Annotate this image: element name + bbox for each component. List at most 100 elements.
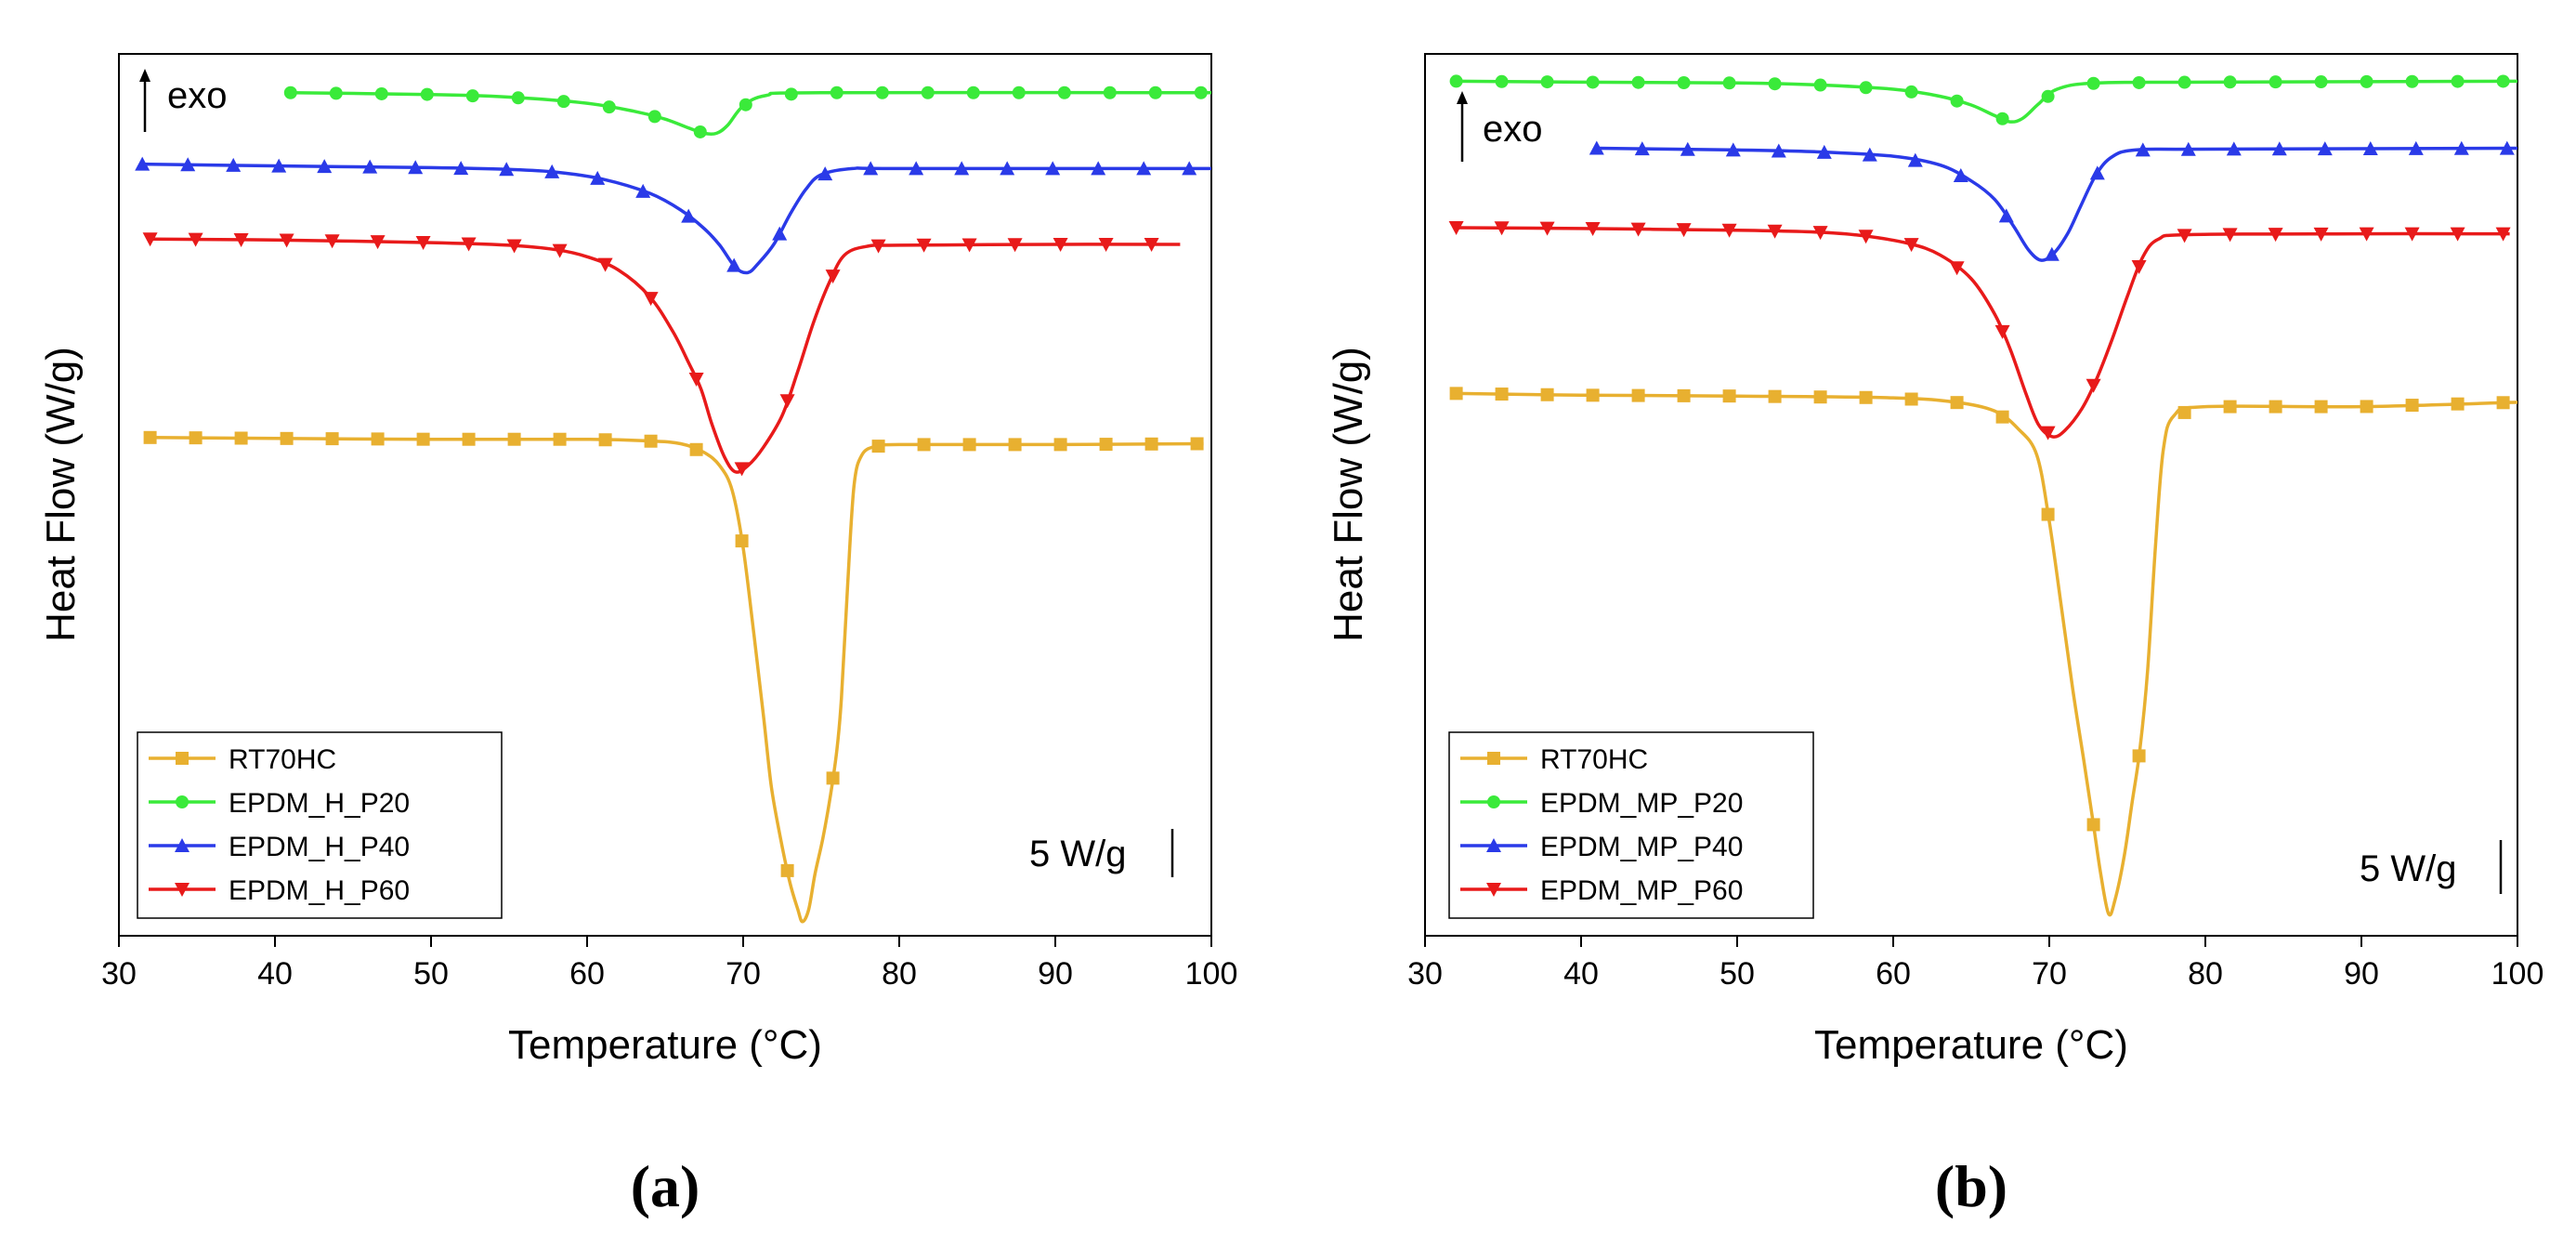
legend-label: RT70HC — [1540, 744, 1648, 775]
data-point — [1995, 410, 2009, 424]
x-tick-label: 50 — [413, 956, 449, 992]
y-axis-title: Heat Flow (W/g) — [1326, 347, 1371, 642]
data-point — [1680, 141, 1695, 156]
legend-label: EPDM_H_P20 — [229, 788, 410, 819]
data-point — [1812, 226, 1828, 241]
x-tick-label: 30 — [1407, 956, 1443, 992]
data-point — [329, 86, 343, 100]
scale-bar-label: 5 W/g — [2360, 848, 2456, 889]
data-point — [462, 432, 476, 446]
legend: RT70HC EPDM_MP_P20 EPDM_MP_P40 EPDM_MP_P60 — [1448, 731, 1814, 919]
data-point — [143, 430, 157, 444]
legend-box — [137, 731, 503, 919]
data-point — [2086, 378, 2101, 393]
data-point — [2496, 396, 2510, 410]
data-point — [556, 95, 570, 109]
data-point — [2040, 426, 2056, 440]
data-point — [2360, 74, 2373, 88]
legend-item: RT70HC — [149, 744, 336, 775]
data-point — [2132, 75, 2146, 89]
data-point — [1904, 392, 1918, 406]
data-point — [954, 161, 970, 176]
data-point — [598, 433, 612, 447]
exo-arrow-icon — [1457, 91, 1468, 104]
series-epdm-mp-p20 — [1449, 74, 2518, 125]
data-point — [362, 159, 378, 174]
data-point — [1677, 388, 1691, 402]
data-point — [371, 432, 385, 446]
data-point — [226, 157, 242, 172]
data-point — [2223, 400, 2237, 414]
data-point — [1631, 388, 1645, 402]
series-line — [142, 162, 1211, 275]
data-point — [416, 432, 430, 446]
series-epdm-h-p20 — [283, 85, 1212, 138]
data-point — [1008, 438, 1022, 452]
legend-item: EPDM_H_P60 — [149, 875, 410, 906]
legend-item: EPDM_MP_P20 — [1460, 788, 1743, 819]
data-point — [635, 183, 651, 198]
data-point — [1721, 223, 1737, 238]
legend-label: EPDM_MP_P40 — [1540, 832, 1743, 862]
data-point — [2132, 749, 2146, 763]
data-point — [1722, 389, 1736, 403]
legend-label: EPDM_MP_P20 — [1540, 788, 1743, 819]
data-point — [499, 162, 515, 177]
data-point — [1676, 223, 1692, 238]
data-point — [2222, 228, 2238, 243]
legend-label: EPDM_H_P40 — [229, 832, 410, 862]
x-axis-title: Temperature (°C) — [508, 1022, 822, 1068]
data-point — [1449, 74, 1463, 88]
data-point — [2177, 405, 2191, 419]
data-point — [1585, 222, 1601, 237]
data-point — [271, 158, 287, 173]
data-point — [1190, 437, 1204, 451]
data-point — [2453, 140, 2469, 155]
data-point — [2268, 228, 2283, 243]
legend-label: EPDM_H_P60 — [229, 875, 410, 906]
x-tick-label: 60 — [1876, 956, 1911, 992]
data-point — [2086, 818, 2100, 832]
data-point — [324, 234, 340, 249]
x-tick-label: 100 — [2491, 956, 2544, 992]
data-point — [2313, 227, 2329, 242]
data-point — [2269, 75, 2282, 89]
panel-label: (b) — [1935, 1153, 2007, 1219]
data-point — [1722, 76, 1736, 90]
data-point — [1099, 438, 1113, 452]
data-point — [2269, 400, 2282, 414]
data-point — [780, 863, 794, 877]
data-point — [420, 87, 434, 101]
data-point — [2405, 399, 2419, 413]
data-point — [1495, 74, 1509, 88]
legend: RT70HC EPDM_H_P20 EPDM_H_P40 EPDM_H_P60 — [137, 731, 503, 919]
chart-panel-a: 30 40 50 60 70 80 90 100 Temperature (°C) Heat … — [38, 53, 1237, 1219]
data-point — [1103, 85, 1117, 99]
data-point — [602, 100, 616, 114]
data-point — [817, 166, 833, 181]
data-point — [779, 394, 795, 409]
data-point — [1859, 390, 1873, 404]
data-point — [1091, 161, 1106, 176]
data-point — [1859, 81, 1873, 95]
data-point — [1000, 161, 1015, 176]
data-point — [1045, 161, 1061, 176]
legend-item: RT70HC — [1460, 744, 1648, 775]
data-point — [280, 431, 294, 445]
data-point — [552, 243, 568, 258]
data-point — [1953, 167, 1968, 182]
data-point — [506, 239, 522, 254]
legend-swatch-marker — [1487, 752, 1500, 765]
data-point — [188, 232, 203, 247]
data-point — [1903, 238, 1919, 253]
data-point — [871, 440, 885, 453]
legend-label: RT70HC — [229, 744, 336, 775]
x-tick-label: 70 — [2032, 956, 2067, 992]
data-point — [689, 442, 703, 456]
data-point — [1449, 387, 1463, 401]
data-point — [735, 534, 749, 548]
data-point — [2177, 229, 2192, 243]
data-point — [453, 161, 469, 176]
data-point — [1495, 388, 1509, 401]
